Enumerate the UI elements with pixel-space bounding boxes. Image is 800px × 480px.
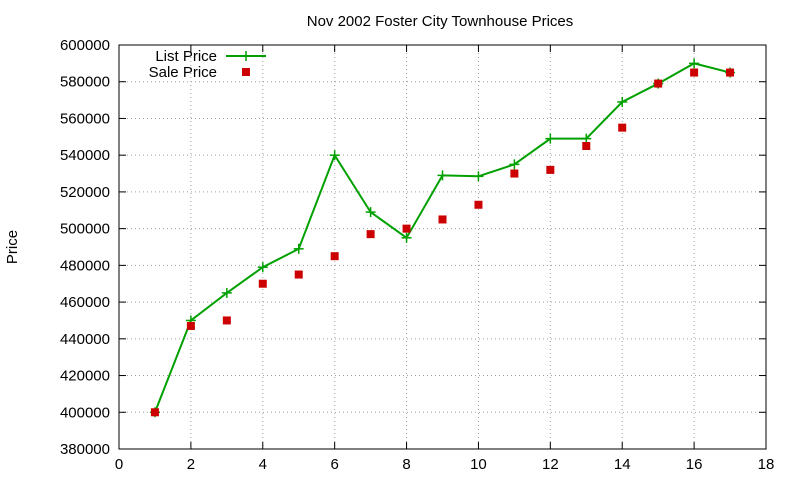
legend-item: Sale Price <box>149 64 250 81</box>
data-point <box>437 170 448 181</box>
x-tick-label: 2 <box>187 456 195 473</box>
data-point <box>473 171 484 182</box>
x-tick-label: 10 <box>470 456 487 473</box>
legend-item: List Price <box>155 48 266 65</box>
data-point <box>617 96 628 107</box>
data-point <box>545 133 556 144</box>
data-point <box>293 243 304 254</box>
plot-frame <box>118 44 767 450</box>
data-point <box>186 321 195 330</box>
y-tick-label: 420000 <box>60 368 110 385</box>
y-tick-label: 540000 <box>60 147 110 164</box>
data-point <box>150 408 159 417</box>
data-point <box>365 207 376 218</box>
x-tick-label: 6 <box>330 456 338 473</box>
data-point <box>546 165 555 174</box>
x-tick-label: 0 <box>115 456 123 473</box>
legend-marker <box>242 68 250 76</box>
data-point <box>402 224 411 233</box>
x-tick-label: 16 <box>686 456 703 473</box>
y-axis-label: Price <box>4 230 21 264</box>
axis-ticks: 380000 400000 420000 440000 460000 480000 5000… <box>60 37 774 473</box>
data-point <box>257 262 268 273</box>
y-tick-label: 440000 <box>60 331 110 348</box>
data-point <box>221 287 232 298</box>
data-point <box>330 252 339 261</box>
data-point <box>329 150 340 161</box>
y-tick-label: 460000 <box>60 294 110 311</box>
grid-layer <box>119 45 766 449</box>
y-tick-label: 520000 <box>60 184 110 201</box>
y-tick-label: 380000 <box>60 441 110 458</box>
series-sale-price <box>150 68 735 417</box>
data-point <box>401 232 412 243</box>
legend-label: List Price <box>155 48 217 65</box>
data-point <box>690 68 699 77</box>
data-point <box>726 68 735 77</box>
data-point <box>654 79 663 88</box>
y-tick-label: 580000 <box>60 74 110 91</box>
x-tick-label: 12 <box>542 456 559 473</box>
y-tick-label: 400000 <box>60 404 110 421</box>
series-layer <box>149 58 736 418</box>
data-point <box>581 133 592 144</box>
data-point <box>509 159 520 170</box>
legend-marker <box>241 51 251 61</box>
x-tick-label: 14 <box>614 456 631 473</box>
data-point <box>618 123 627 132</box>
data-point <box>582 142 591 150</box>
data-point <box>258 279 267 288</box>
y-tick-label: 600000 <box>60 37 110 54</box>
data-point <box>474 200 483 209</box>
data-point <box>510 169 519 178</box>
y-tick-label: 560000 <box>60 110 110 127</box>
legend-label: Sale Price <box>149 64 217 81</box>
x-tick-label: 18 <box>758 456 775 473</box>
chart-title: Nov 2002 Foster City Townhouse Prices <box>307 13 574 30</box>
x-tick-label: 4 <box>259 456 267 473</box>
x-tick-label: 8 <box>402 456 410 473</box>
data-point <box>438 215 447 224</box>
data-point <box>294 270 303 279</box>
data-point <box>689 58 700 69</box>
y-tick-label: 480000 <box>60 257 110 274</box>
data-point <box>366 230 375 239</box>
y-tick-label: 500000 <box>60 221 110 238</box>
data-point <box>222 316 231 325</box>
